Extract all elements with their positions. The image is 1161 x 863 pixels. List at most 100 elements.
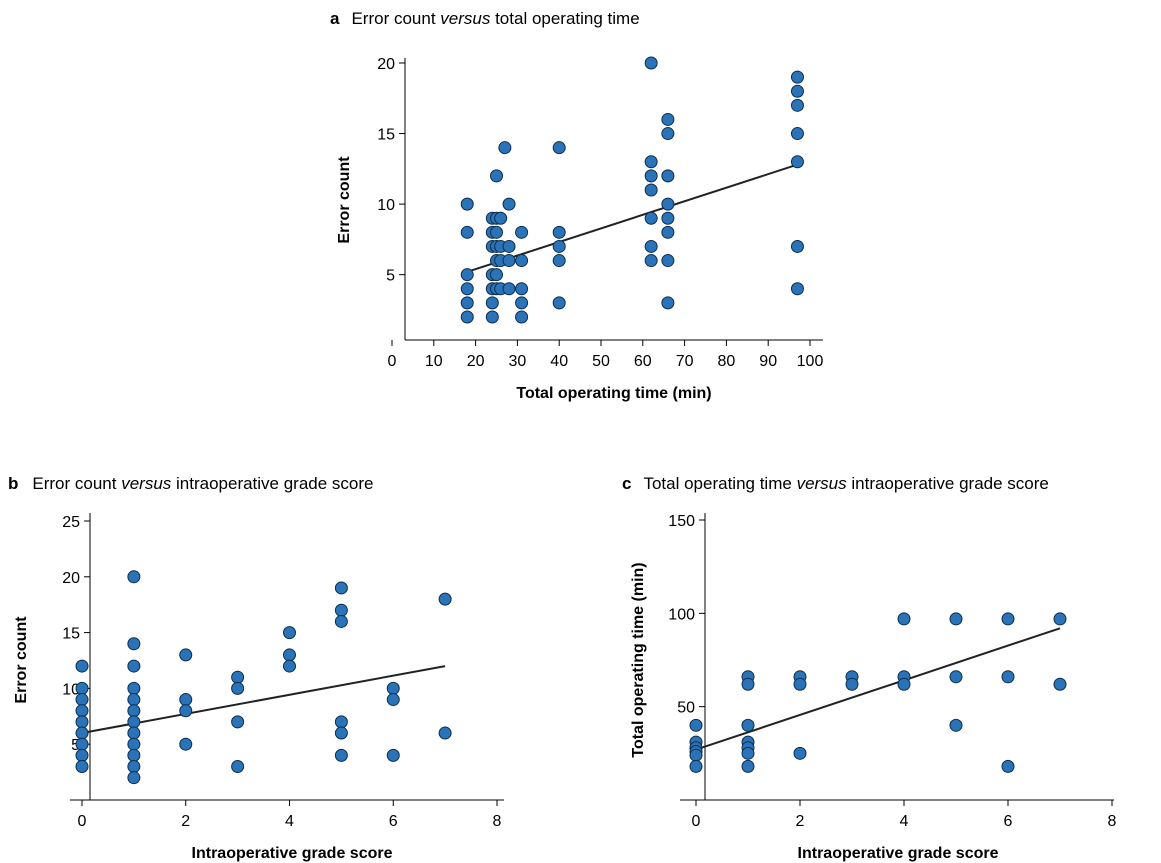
data-point <box>460 225 474 239</box>
x-tick-label: 0 <box>692 813 701 830</box>
data-point <box>75 760 89 774</box>
trend-line <box>695 627 1061 751</box>
data-point <box>283 659 296 673</box>
x-tick-label: 4 <box>285 813 294 830</box>
data-point <box>75 659 89 673</box>
data-point <box>127 715 141 729</box>
data-point <box>790 84 804 98</box>
panel-b: b Error count versus intraoperative grade… <box>8 474 504 862</box>
data-point <box>231 715 245 729</box>
data-point <box>552 254 566 268</box>
panel-b-title: b Error count versus intraoperative grade… <box>8 474 374 493</box>
data-point <box>644 56 658 70</box>
data-point <box>460 268 474 282</box>
y-tick-label: 5 <box>71 737 80 754</box>
data-point <box>498 141 512 155</box>
data-point <box>644 239 658 253</box>
y-tick-label: 20 <box>377 56 395 73</box>
data-point <box>552 141 566 155</box>
x-tick-label: 20 <box>467 353 485 370</box>
y-tick-label: 150 <box>668 513 695 530</box>
data-point <box>661 225 675 239</box>
data-point <box>793 746 807 760</box>
data-point <box>552 225 566 239</box>
data-point <box>127 659 141 673</box>
data-point <box>793 677 807 691</box>
panel-a-y-axis-label: Error count <box>336 156 353 244</box>
data-point <box>515 254 529 268</box>
data-point <box>485 296 499 310</box>
x-tick-label: 8 <box>1108 813 1117 830</box>
x-tick-label: 2 <box>181 813 190 830</box>
data-point <box>334 748 348 762</box>
data-point <box>949 718 963 732</box>
data-point <box>179 704 193 718</box>
y-tick-label: 20 <box>62 570 80 587</box>
data-point <box>644 169 658 183</box>
panel-c-plot: 0 2 4 6 8 50 100 150 <box>668 513 1117 830</box>
x-tick-label: 8 <box>493 813 502 830</box>
x-tick-label: 60 <box>634 353 652 370</box>
x-tick-label: 40 <box>550 353 568 370</box>
x-tick-label: 50 <box>592 353 610 370</box>
data-point <box>490 268 503 282</box>
data-point <box>438 726 452 740</box>
y-tick-label: 5 <box>386 268 395 285</box>
data-point <box>689 748 703 762</box>
data-point <box>515 296 529 310</box>
data-point <box>231 670 245 684</box>
data-point <box>644 211 658 225</box>
panel-a-x-axis-label: Total operating time (min) <box>516 385 711 402</box>
data-point <box>949 612 963 626</box>
data-point <box>127 760 141 774</box>
data-point <box>741 759 755 773</box>
data-point <box>515 282 529 296</box>
data-point <box>127 737 141 751</box>
data-point <box>1001 670 1015 684</box>
data-point <box>179 693 193 707</box>
data-point <box>75 726 89 740</box>
data-point <box>790 98 804 112</box>
data-point <box>75 748 89 762</box>
data-point <box>515 225 529 239</box>
data-point <box>127 681 141 695</box>
panel-a-plot: 0 10 20 30 40 50 60 70 80 90 100 5 10 15 20 <box>377 56 823 370</box>
data-point <box>386 748 400 762</box>
data-point <box>386 681 400 695</box>
data-point <box>845 677 859 691</box>
data-point <box>485 310 499 324</box>
panel-a-title: a Error count versus total operating time <box>330 9 640 28</box>
y-tick-label: 10 <box>62 681 80 698</box>
data-point <box>741 718 755 732</box>
x-tick-label: 100 <box>797 353 824 370</box>
panel-c-x-axis-label: Intraoperative grade score <box>798 845 999 862</box>
data-point <box>741 677 755 691</box>
data-point <box>127 704 141 718</box>
data-point <box>460 296 474 310</box>
data-point <box>283 626 296 640</box>
trend-line <box>466 163 798 273</box>
data-point <box>179 648 193 662</box>
data-point <box>494 211 508 225</box>
y-tick-label: 10 <box>377 197 395 214</box>
x-tick-label: 2 <box>796 813 805 830</box>
data-point <box>75 681 89 695</box>
x-tick-label: 0 <box>388 353 397 370</box>
panel-a-letter: a <box>330 9 340 28</box>
data-point <box>790 70 804 84</box>
data-point <box>75 715 89 729</box>
data-point <box>438 592 452 606</box>
y-tick-label: 50 <box>677 700 695 717</box>
panel-c-title: c Total operating time versus intraoperat… <box>622 474 1049 493</box>
x-tick-label: 6 <box>389 813 398 830</box>
data-point <box>460 197 474 211</box>
data-point <box>644 183 658 197</box>
data-point <box>231 681 245 695</box>
data-point <box>502 282 516 296</box>
data-point <box>127 748 141 762</box>
x-tick-label: 70 <box>676 353 694 370</box>
data-point <box>334 614 348 628</box>
y-tick-label: 100 <box>668 606 695 623</box>
data-point <box>661 169 675 183</box>
data-point <box>689 718 703 732</box>
